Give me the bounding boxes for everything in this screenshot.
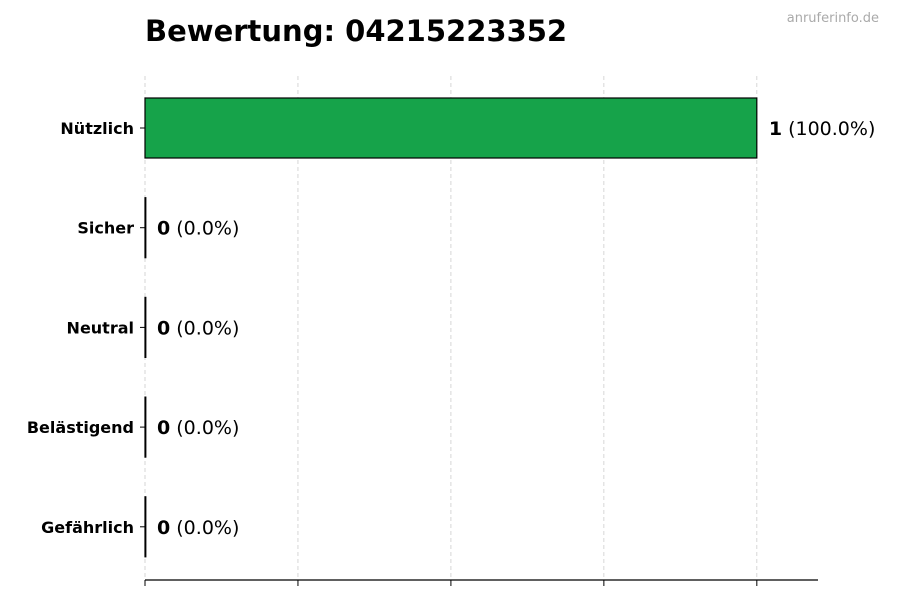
data-label: 0 (0.0%) — [157, 218, 239, 240]
percent-label: (100.0%) — [782, 118, 875, 140]
percent-label: (0.0%) — [170, 317, 239, 339]
value-label: 0 — [157, 317, 170, 339]
chart-title: Bewertung: 04215223352 — [145, 14, 567, 48]
category-label: Gefährlich — [41, 518, 134, 537]
bar — [144, 496, 147, 558]
data-label: 0 (0.0%) — [157, 417, 239, 439]
value-label: 1 — [769, 118, 782, 140]
watermark: anruferinfo.de — [787, 11, 879, 26]
bar — [144, 197, 147, 259]
category-label: Nützlich — [60, 119, 134, 138]
category-label: Sicher — [77, 219, 134, 238]
data-label: 0 (0.0%) — [157, 317, 239, 339]
bar — [144, 97, 758, 159]
percent-label: (0.0%) — [170, 517, 239, 539]
data-label: 0 (0.0%) — [157, 517, 239, 539]
value-label: 0 — [157, 417, 170, 439]
value-label: 0 — [157, 218, 170, 240]
percent-label: (0.0%) — [170, 218, 239, 240]
bar — [144, 396, 147, 458]
percent-label: (0.0%) — [170, 417, 239, 439]
category-label: Neutral — [67, 318, 134, 337]
value-label: 0 — [157, 517, 170, 539]
data-label: 1 (100.0%) — [769, 118, 876, 140]
bar — [144, 296, 147, 358]
category-label: Belästigend — [27, 418, 134, 437]
